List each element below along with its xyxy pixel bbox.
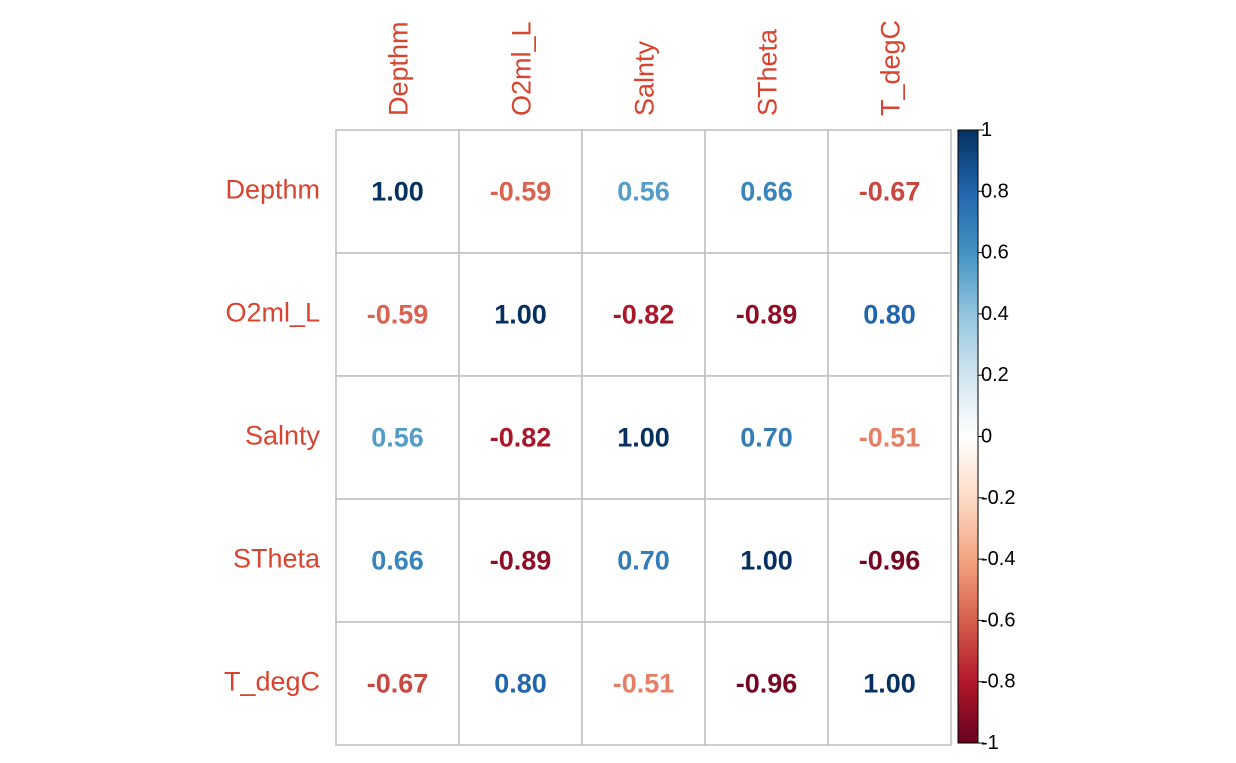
- matrix-cell: [827, 375, 952, 500]
- cell-value: 0.70: [740, 423, 793, 453]
- matrix-cell: [827, 621, 952, 746]
- matrix-cell: [581, 498, 706, 623]
- cell-value: -0.96: [736, 669, 798, 699]
- column-label: Salnty: [630, 40, 660, 116]
- row-label: O2ml_L: [225, 298, 320, 328]
- cell-value: 1.00: [740, 546, 793, 576]
- colorbar-tick-label: 0.8: [981, 180, 1009, 202]
- column-label: STheta: [753, 28, 783, 116]
- matrix-cell: [581, 129, 706, 254]
- cell-value: 0.80: [863, 300, 916, 330]
- matrix-grid: [335, 129, 952, 746]
- cell-value: 0.56: [617, 177, 670, 207]
- cell-value: 0.80: [494, 669, 547, 699]
- matrix-cell: [335, 498, 460, 623]
- cell-value: -0.59: [490, 177, 552, 207]
- cell-value: -0.59: [367, 300, 429, 330]
- cell-value: -0.89: [490, 546, 552, 576]
- matrix-cell: [458, 129, 583, 254]
- colorbar-tick-label: 0: [981, 426, 992, 448]
- row-label: Depthm: [225, 175, 320, 205]
- cell-value: -0.82: [613, 300, 675, 330]
- cell-value: 1.00: [863, 669, 916, 699]
- colorbar-tick-label: 0.2: [981, 364, 1009, 386]
- cell-value: -0.51: [613, 669, 675, 699]
- row-labels: Depthm O2ml_L Salnty STheta T_degC: [224, 175, 321, 697]
- matrix-cell: [335, 252, 460, 377]
- colorbar-tick-label: -0.4: [981, 548, 1015, 570]
- matrix-cell: [335, 621, 460, 746]
- matrix-cell: [581, 252, 706, 377]
- cell-value: 1.00: [617, 423, 670, 453]
- column-label: Depthm: [384, 21, 414, 116]
- row-label: STheta: [233, 544, 321, 574]
- cell-value: 1.00: [494, 300, 547, 330]
- matrix-cell: [581, 621, 706, 746]
- row-label: Salnty: [245, 421, 321, 451]
- matrix-cell: [335, 129, 460, 254]
- column-label: O2ml_L: [507, 21, 537, 116]
- cell-value: -0.51: [859, 423, 921, 453]
- matrix-cell: [458, 621, 583, 746]
- colorbar-tick-label: 1: [981, 119, 992, 141]
- cell-value: 0.66: [740, 177, 793, 207]
- cell-value: -0.96: [859, 546, 921, 576]
- colorbar-tick-label: 0.4: [981, 303, 1009, 325]
- matrix-cell: [581, 375, 706, 500]
- colorbar-tick-label: -0.6: [981, 609, 1015, 631]
- column-label: T_degC: [876, 20, 906, 116]
- cell-value: -0.67: [367, 669, 429, 699]
- colorbar-tick-label: -0.2: [981, 487, 1015, 509]
- colorbar-gradient: [957, 129, 979, 744]
- cell-values: 1.00 -0.59 0.56 0.66 -0.67 -0.59 1.00 -0.82 -0.8…: [367, 177, 921, 699]
- matrix-cell: [458, 375, 583, 500]
- column-labels: Depthm O2ml_L Salnty STheta T_degC: [384, 20, 906, 116]
- cell-value: 0.70: [617, 546, 670, 576]
- colorbar-tick-label: -0.8: [981, 671, 1015, 693]
- matrix-cell: [704, 498, 829, 623]
- colorbar: 1 0.8 0.6 0.4 0.2 0 -0.2 -0.4 -0.6 -0.8 -1: [957, 119, 1015, 754]
- cell-value: -0.89: [736, 300, 798, 330]
- colorbar-tick-label: -1: [981, 732, 999, 754]
- row-label: T_degC: [224, 667, 320, 697]
- matrix-cell: [458, 498, 583, 623]
- matrix-cell: [704, 129, 829, 254]
- matrix-cell: [704, 375, 829, 500]
- colorbar-tick-label: 0.6: [981, 242, 1009, 264]
- matrix-cell: [827, 129, 952, 254]
- matrix-cell: [827, 498, 952, 623]
- cell-value: 0.56: [371, 423, 424, 453]
- cell-value: 0.66: [371, 546, 424, 576]
- cell-value: -0.67: [859, 177, 921, 207]
- cell-value: 1.00: [371, 177, 424, 207]
- matrix-cell: [827, 252, 952, 377]
- cell-value: -0.82: [490, 423, 552, 453]
